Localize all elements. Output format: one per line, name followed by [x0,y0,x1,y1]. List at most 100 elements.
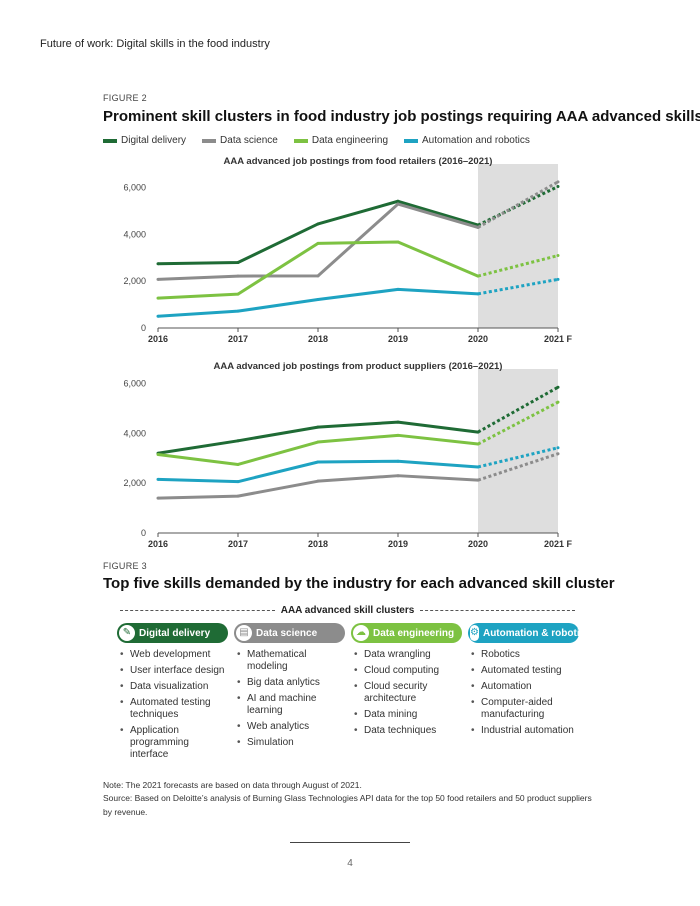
x-tick-label: 2021 F [544,539,573,549]
data-point-data-engineering [316,440,320,444]
series-line-data-engineering [157,433,479,466]
legend-label: Digital delivery [121,135,187,146]
x-tick-label: 2020 [468,539,488,549]
data-point-data-engineering [316,241,320,245]
data-point-automation-and-robotics [396,459,400,463]
y-tick-label: 2,000 [123,276,146,286]
series-line-automation-and-robotics [157,287,479,318]
skill-item: Industrial automation [468,725,579,737]
series-line-data-science [157,202,479,281]
data-point-data-science [156,277,160,281]
skill-clusters: ✎ Digital delivery Web development User int… [117,623,591,765]
data-point-digital-delivery [236,261,240,265]
x-tick-label: 2016 [148,334,168,344]
skill-item: Automated testing [468,665,579,677]
skill-item: Automation [468,681,579,693]
legend-label: Data science [220,135,278,146]
x-tick-label: 2021 F [544,334,573,344]
skill-item: User interface design [117,665,228,677]
series-line-data-engineering [157,240,479,300]
data-point-data-engineering [156,453,160,457]
data-point-digital-delivery [156,262,160,266]
cluster-pill: ⚙ Automation & robotics [468,623,591,643]
skill-item: Web development [117,649,228,661]
data-point-automation-and-robotics [156,314,160,318]
data-point-digital-delivery [396,420,400,424]
skill-item: Data visualization [117,681,228,693]
legend-item-data-science: Data science [202,135,278,146]
digital-delivery-icon: ✎ [119,625,135,641]
x-tick-label: 2019 [388,334,408,344]
y-tick-label: 4,000 [123,229,146,239]
data-point-automation-and-robotics [316,460,320,464]
cluster-column: ✎ Digital delivery Web development User int… [117,623,228,765]
cluster-name: Data science [256,627,318,639]
skill-list: Robotics Automated testing Automation Compu… [468,649,579,737]
cluster-column: ⚙Automation & robotics Robotics Automated … [468,623,591,765]
data-point-data-science [396,474,400,478]
data-point-data-engineering [476,442,480,446]
data-point-automation-and-robotics [396,287,400,291]
x-tick-label: 2017 [228,539,248,549]
data-point-data-engineering [156,296,160,300]
x-tick-label: 2018 [308,334,328,344]
skill-item: AI and machine learning [234,693,345,717]
data-science-icon: ▤ [236,625,252,641]
forecast-line-digital-delivery [477,385,559,434]
skill-item: Data techniques [351,725,462,737]
data-point-data-science [556,180,560,184]
legend-swatch [404,138,419,143]
data-point-automation-and-robotics [476,465,480,469]
skill-item: Cloud security architecture [351,681,462,705]
data-point-digital-delivery [396,199,400,203]
robot-gear-icon: ⚙ [470,625,479,641]
data-point-data-science [236,274,240,278]
chart-title: AAA advanced job postings from product s… [214,361,503,372]
y-tick-label: 0 [141,528,146,538]
forecast-line-automation-and-robotics [477,446,559,469]
cluster-pill: ▤ Data science [234,623,345,643]
data-point-digital-delivery [556,385,560,389]
data-point-data-engineering [396,433,400,437]
x-tick-label: 2019 [388,539,408,549]
data-point-data-engineering [236,292,240,296]
data-point-digital-delivery [556,185,560,189]
data-point-digital-delivery [236,439,240,443]
y-tick-label: 6,000 [123,183,146,193]
legend-item-digital-delivery: Digital delivery [103,135,186,146]
cluster-column: ☁ Data engineering Data wrangling Cloud com… [351,623,462,765]
skill-item: Cloud computing [351,665,462,677]
forecast-line-data-science [477,180,559,229]
figure-3-title: Top five skills demanded by the industry… [103,575,615,592]
cluster-pill: ✎ Digital delivery [117,623,228,643]
data-point-automation-and-robotics [556,446,560,450]
skill-item: Simulation [234,737,345,749]
data-point-data-science [556,452,560,456]
forecast-shading [478,164,558,328]
cluster-name: Digital delivery [139,627,211,639]
figure-3-label: FIGURE 3 [103,561,147,571]
legend-swatch [202,138,217,143]
data-point-automation-and-robotics [316,297,320,301]
skill-list: Mathematical modeling Big data anlytics AI… [234,649,345,749]
chart-note: Note: The 2021 forecasts are based on da… [103,780,362,790]
skill-list: Web development User interface design Data… [117,649,228,761]
series-line-data-science [157,474,479,500]
cluster-column: ▤ Data science Mathematical modeling Big da… [234,623,345,765]
chart-legend: Digital delivery Data science Data engin… [103,135,530,146]
data-point-automation-and-robotics [236,480,240,484]
data-point-digital-delivery [476,430,480,434]
skill-item: Automated testing techniques [117,697,228,721]
figure-2-label: FIGURE 2 [103,93,147,103]
y-tick-label: 6,000 [123,378,146,388]
forecast-line-data-engineering [477,254,559,278]
data-point-data-engineering [396,240,400,244]
forecast-line-automation-and-robotics [477,277,559,296]
cluster-pill: ☁ Data engineering [351,623,462,643]
y-tick-label: 4,000 [123,428,146,438]
x-tick-label: 2020 [468,334,488,344]
data-point-automation-and-robotics [156,477,160,481]
data-point-data-science [236,494,240,498]
data-point-data-engineering [556,400,560,404]
x-tick-label: 2017 [228,334,248,344]
